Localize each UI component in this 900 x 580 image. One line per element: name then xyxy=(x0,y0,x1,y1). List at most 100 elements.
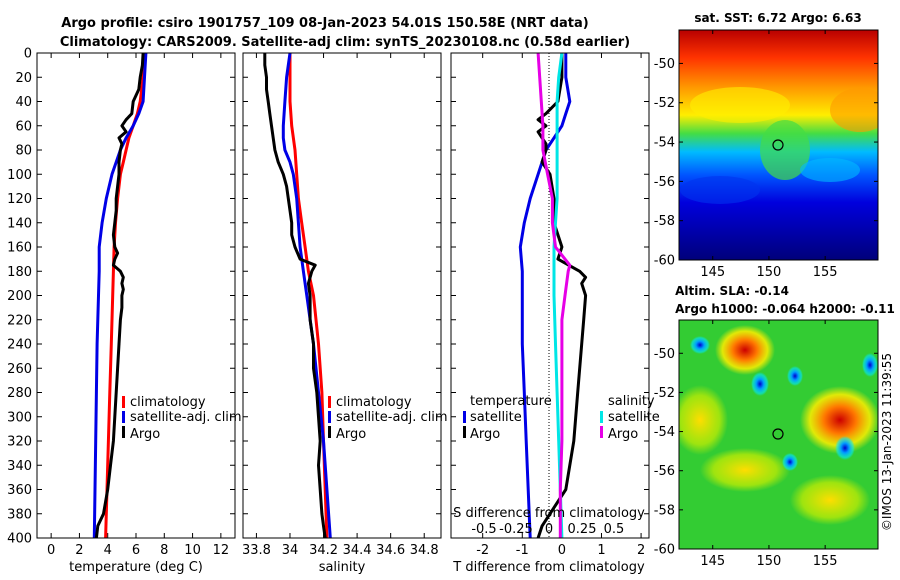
x-tick-label: 12 xyxy=(213,543,230,558)
imos-credit: ©IMOS 13-Jan-2023 11:39:55 xyxy=(880,353,894,531)
sst-warm-tongue xyxy=(830,88,878,132)
y-tick-label: 100 xyxy=(7,168,32,183)
sla-map-title-1: Altim. SLA: -0.14 xyxy=(675,284,789,298)
x-tick-label: 2 xyxy=(75,543,83,558)
legend-swatch-sal-argo xyxy=(600,426,603,438)
map-y-tick-label: -56 xyxy=(654,175,675,190)
temperature-xlabel: temperature (deg C) xyxy=(69,560,203,575)
sla-cold-eddy xyxy=(782,453,798,471)
sla-cold-eddy xyxy=(690,336,710,354)
legend-argo-label: Argo xyxy=(336,427,366,442)
y-tick-label: 300 xyxy=(7,410,32,425)
series-line-satellite-adj-clim xyxy=(281,52,332,539)
y-tick-label: 20 xyxy=(15,71,32,86)
map-y-tick-label: -60 xyxy=(654,543,675,558)
y-tick-label: 240 xyxy=(7,338,32,353)
salinity-plot-frame xyxy=(242,52,442,539)
x-tick-label: 34.2 xyxy=(309,543,338,558)
map-x-tick-label: 155 xyxy=(813,265,838,280)
legend-swatch-satellite-adj xyxy=(122,411,125,423)
y-tick-label: 0 xyxy=(24,47,32,62)
series-line-argo xyxy=(263,53,327,539)
map-x-tick-label: 145 xyxy=(700,554,725,569)
difference-plot-frame xyxy=(450,52,650,539)
legend-climatology-label: climatology xyxy=(336,395,412,410)
sst-map: 145 150 155 -50 -52 -54 -56 -58 -60 xyxy=(654,29,879,280)
map-y-tick-label: -52 xyxy=(654,386,675,401)
legend-satellite-adj-label: satellite-adj. clim xyxy=(130,410,242,425)
y-tick-label: 60 xyxy=(15,119,32,134)
sla-warm-eddy xyxy=(790,475,870,525)
legend-sal-satellite-label: satellite xyxy=(608,410,660,425)
y-tick-label: 120 xyxy=(7,192,32,207)
salinity-panel: 33.8 34 34.2 34.4 34.6 34.8 salinity climatol… xyxy=(242,52,448,575)
y-tick-label: 320 xyxy=(7,435,32,450)
x-tick-label: 4 xyxy=(104,543,112,558)
y-tick-label: 80 xyxy=(15,144,32,159)
legend-swatch-satellite-adj xyxy=(328,411,331,423)
x-tick-label: 0 xyxy=(558,543,566,558)
salinity-legend: climatology satellite-adj. clim Argo xyxy=(328,395,448,442)
title-line-2: Climatology: CARS2009. Satellite-adj cli… xyxy=(60,35,630,50)
sla-map-frame xyxy=(678,319,879,550)
legend-satellite-adj-label: satellite-adj. clim xyxy=(336,410,448,425)
x-tick-label: 34.8 xyxy=(410,543,439,558)
y-tick-label: 180 xyxy=(7,265,32,280)
legend-swatch-sal-satellite xyxy=(600,411,603,423)
x-tick-label: 34.4 xyxy=(343,543,372,558)
map-y-tick-label: -50 xyxy=(654,57,675,72)
map-y-tick-label: -52 xyxy=(654,96,675,111)
y-tick-label: 380 xyxy=(7,507,32,522)
legend-temp-argo-label: Argo xyxy=(470,427,500,442)
sla-warm-eddy xyxy=(715,325,775,375)
sst-warm-patch xyxy=(690,87,790,123)
map-y-tick-label: -58 xyxy=(654,214,675,229)
y-tick-label: 220 xyxy=(7,313,32,328)
sla-map: 145 150 155 -50 -52 -54 -56 -58 -60 xyxy=(654,319,879,569)
x-tick-label: -2 xyxy=(476,543,489,558)
s-tick-label: -0.25 xyxy=(499,522,533,537)
y-tick-label: 280 xyxy=(7,386,32,401)
temperature-plot-frame xyxy=(36,52,236,539)
sst-front-patch xyxy=(760,120,810,180)
legend-sal-argo-label: Argo xyxy=(608,427,638,442)
legend-temp-satellite-label: satellite xyxy=(470,410,522,425)
temperature-legend: climatology satellite-adj. clim Argo xyxy=(122,395,242,442)
legend-swatch-climatology xyxy=(328,396,331,408)
map-x-tick-label: 145 xyxy=(700,265,725,280)
difference-legend: temperature salinity satellite Argo sate… xyxy=(463,394,660,442)
x-tick-label: 33.8 xyxy=(242,543,271,558)
map-y-tick-label: -58 xyxy=(654,503,675,518)
x-tick-label: -1 xyxy=(516,543,529,558)
series-line-climatology xyxy=(288,53,329,539)
s-tick-label: -0.5 xyxy=(471,522,496,537)
sst-map-frame xyxy=(678,29,879,261)
legend-salinity-header: salinity xyxy=(608,394,655,409)
sst-cool-patch xyxy=(800,158,860,182)
x-tick-label: 34 xyxy=(282,543,299,558)
argo-location-marker xyxy=(772,139,784,151)
legend-temperature-header: temperature xyxy=(470,394,552,409)
y-tick-label: 400 xyxy=(7,532,32,547)
series-line-temperature-satellite xyxy=(518,53,572,539)
map-x-tick-label: 155 xyxy=(813,554,838,569)
sla-warm-eddy xyxy=(800,386,878,454)
x-tick-label: 1 xyxy=(597,543,605,558)
map-x-tick-label: 150 xyxy=(757,265,782,280)
sla-cold-eddy xyxy=(751,372,769,396)
x-tick-label: 2 xyxy=(637,543,645,558)
map-y-tick-label: -54 xyxy=(654,136,675,151)
sla-cold-eddy xyxy=(835,436,855,460)
sst-map-title: sat. SST: 6.72 Argo: 6.63 xyxy=(694,11,861,25)
series-line-salinity-argo xyxy=(536,52,572,538)
legend-swatch-climatology xyxy=(122,396,125,408)
legend-argo-label: Argo xyxy=(130,427,160,442)
y-tick-label: 360 xyxy=(7,483,32,498)
difference-xlabel: T difference from climatology xyxy=(452,560,645,575)
x-tick-label: 8 xyxy=(160,543,168,558)
s-difference-ticks: -0.5 -0.25 0 0.25 0.5 xyxy=(471,522,624,537)
s-tick-label: 0.5 xyxy=(604,522,625,537)
series-line-satellite-adj-clim xyxy=(92,52,148,539)
legend-swatch-argo xyxy=(122,426,125,438)
